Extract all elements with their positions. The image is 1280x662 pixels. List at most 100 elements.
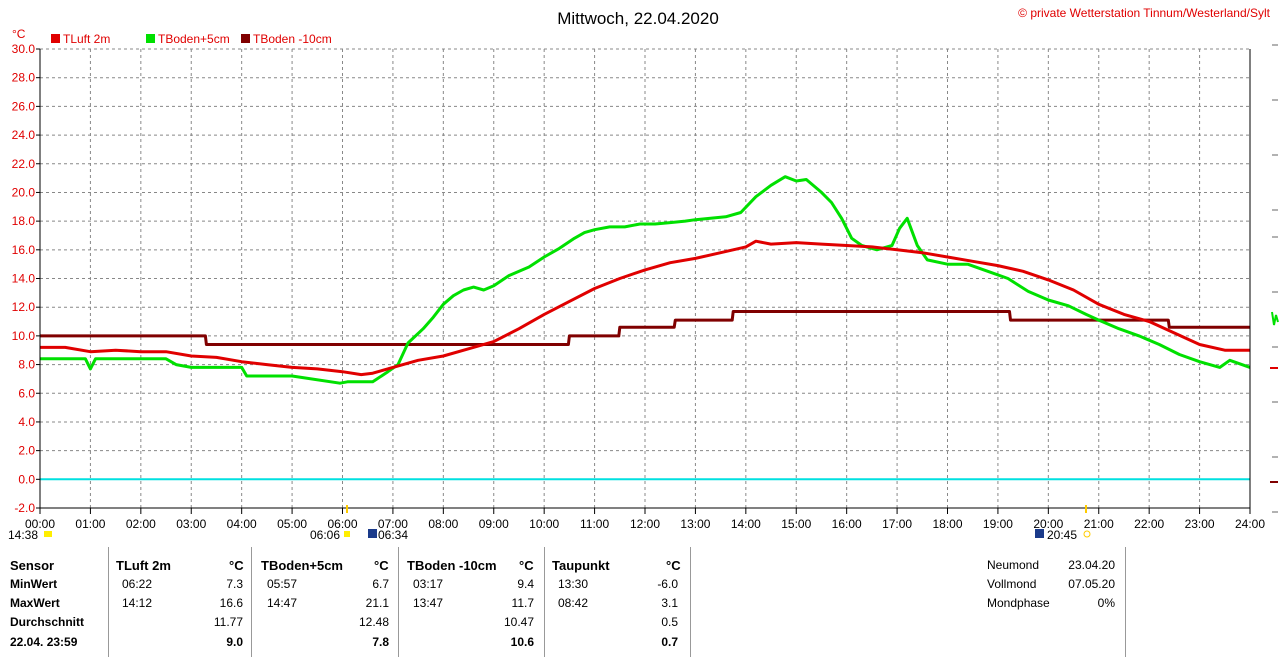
tboden10-unit: °C: [519, 558, 534, 573]
legend: TLuft 2m TBoden+5cm TBoden -10cm: [51, 32, 332, 46]
taupunkt-max-time: 08:42: [558, 596, 589, 610]
sun-marker-left-label: 14:38: [8, 528, 38, 542]
legend-swatch-tboden5: [146, 34, 155, 43]
y-tick-label: 30.0: [12, 42, 36, 56]
x-tick-label: 01:00: [75, 517, 105, 531]
tluft-max-time: 14:12: [122, 596, 153, 610]
x-tick-label: 14:00: [731, 517, 761, 531]
taupunkt-min-value: -6.0: [657, 577, 678, 591]
y-tick-label: 4.0: [18, 415, 35, 429]
x-tick-label: 15:00: [781, 517, 811, 531]
tluft-unit: °C: [229, 558, 244, 573]
row-label-avg: Durchschnitt: [10, 615, 85, 629]
tboden10-header: TBoden -10cm: [407, 558, 497, 573]
sunrise-icon: [344, 531, 350, 537]
moon-value-new: 23.04.20: [1068, 558, 1115, 572]
y-tick-label: 10.0: [12, 329, 36, 343]
column-separator: [398, 547, 399, 657]
chart-title: Mittwoch, 22.04.2020: [557, 9, 719, 28]
sun-markers: 14:38 06:06 06:34 20:45: [8, 505, 1091, 542]
y-tick-label: 24.0: [12, 128, 36, 142]
series-line-tboden10: [40, 310, 1250, 346]
tluft-current-value: 9.0: [226, 635, 243, 649]
tboden5-min-value: 6.7: [372, 577, 389, 591]
legend-swatch-tboden10: [241, 34, 250, 43]
temperature-chart: 30.0 28.0 26.0 24.0 22.0 20.0 18.0 16.0 14.0 12.0…: [8, 6, 1279, 542]
y-tick-label: -2.0: [14, 501, 35, 515]
column-separator: [251, 547, 252, 657]
sun-marker-left-icon: [44, 531, 52, 537]
tboden5-current-value: 7.8: [372, 635, 389, 649]
y-tick-label: 26.0: [12, 99, 36, 113]
sensor-header: Sensor: [10, 558, 55, 573]
x-tick-label: 05:00: [277, 517, 307, 531]
axes: [36, 48, 1251, 514]
row-label-max: MaxWert: [10, 596, 60, 610]
tboden5-max-time: 14:47: [267, 596, 298, 610]
tboden5-max-value: 21.1: [365, 596, 389, 610]
moon-value-phase: 0%: [1097, 596, 1115, 610]
moon-label-phase: Mondphase: [987, 596, 1050, 610]
tluft-avg-value: 11.77: [213, 615, 243, 629]
x-tick-label: 21:00: [1084, 517, 1114, 531]
x-tick-label: 04:00: [227, 517, 257, 531]
x-tick-label: 00:00: [25, 517, 55, 531]
y-tick-label: 12.0: [12, 300, 36, 314]
y-tick-label: 18.0: [12, 214, 36, 228]
tboden10-max-value: 11.7: [511, 596, 534, 610]
series-group: [40, 175, 1251, 481]
legend-label-tboden10: TBoden -10cm: [253, 32, 332, 46]
y-tick-label: 28.0: [12, 71, 36, 85]
tboden10-current-value: 10.6: [510, 635, 534, 649]
sunset-icon: [1035, 529, 1044, 538]
sunset-label: 20:45: [1047, 528, 1077, 542]
column-separator: [544, 547, 545, 657]
x-tick-label: 17:00: [882, 517, 912, 531]
right-edge-markers: [1270, 44, 1279, 513]
x-tick-label: 12:00: [630, 517, 660, 531]
taupunkt-unit: °C: [666, 558, 681, 573]
tboden10-max-time: 13:47: [413, 596, 444, 610]
tick-labels: 30.0 28.0 26.0 24.0 22.0 20.0 18.0 16.0 14.0 12.0…: [12, 42, 1266, 531]
x-tick-label: 13:00: [680, 517, 710, 531]
x-tick-label: 20:00: [1033, 517, 1063, 531]
series-line-tluft: [40, 239, 1250, 377]
x-tick-label: 18:00: [932, 517, 962, 531]
tluft-min-value: 7.3: [226, 577, 243, 591]
x-tick-label: 23:00: [1185, 517, 1215, 531]
x-tick-label: 08:00: [428, 517, 458, 531]
taupunkt-header: Taupunkt: [552, 558, 610, 573]
tboden10-min-time: 03:17: [413, 577, 444, 591]
tluft-min-time: 06:22: [122, 577, 153, 591]
tluft-max-value: 16.6: [219, 596, 243, 610]
stats-table: Sensor MinWert MaxWert Durchschnitt 22.0…: [0, 543, 1280, 662]
tboden5-min-time: 05:57: [267, 577, 298, 591]
legend-label-tluft: TLuft 2m: [63, 32, 110, 46]
taupunkt-min-time: 13:30: [558, 577, 589, 591]
tboden10-avg-value: 10.47: [503, 615, 534, 629]
tboden5-unit: °C: [374, 558, 389, 573]
taupunkt-avg-value: 0.5: [661, 615, 678, 629]
x-tick-label: 07:00: [378, 517, 408, 531]
moon-label-new: Neumond: [987, 558, 1040, 572]
x-tick-label: 11:00: [580, 517, 609, 531]
y-tick-label: 6.0: [18, 386, 35, 400]
x-tick-label: 19:00: [983, 517, 1013, 531]
legend-label-tboden5: TBoden+5cm: [158, 32, 230, 46]
x-tick-label: 02:00: [126, 517, 156, 531]
y-tick-label: 22.0: [12, 157, 36, 171]
sunrise2-label: 06:34: [378, 528, 408, 542]
y-tick-label: 20.0: [12, 185, 36, 199]
x-tick-label: 24:00: [1235, 517, 1265, 531]
tluft-header: TLuft 2m: [116, 558, 171, 573]
tboden10-min-value: 9.4: [517, 577, 534, 591]
row-label-current: 22.04. 23:59: [10, 635, 78, 649]
moon-label-full: Vollmond: [987, 577, 1037, 591]
column-separator: [108, 547, 109, 657]
copyright-text: © private Wetterstation Tinnum/Westerlan…: [1018, 6, 1271, 20]
tboden5-header: TBoden+5cm: [261, 558, 343, 573]
y-tick-label: 0.0: [18, 472, 35, 486]
y-unit-label: °C: [12, 27, 26, 41]
moon-value-full: 07.05.20: [1068, 577, 1115, 591]
sunrise2-icon: [368, 529, 377, 538]
